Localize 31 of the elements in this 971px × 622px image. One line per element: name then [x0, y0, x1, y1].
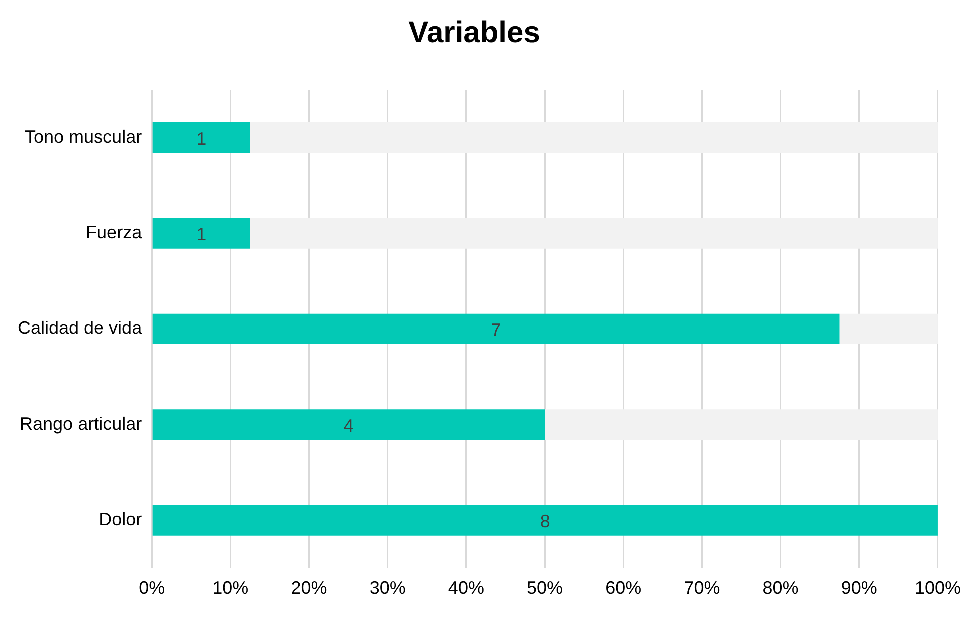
x-tick-label: 40%: [448, 578, 484, 598]
bar: [152, 218, 250, 249]
x-tick-label: 0%: [139, 578, 166, 598]
x-tick-label: 20%: [291, 578, 328, 598]
bar: [152, 314, 840, 345]
annotation: 1: [196, 224, 207, 244]
y-tick-label: Dolor: [99, 510, 142, 530]
x-tick-label: 10%: [212, 578, 249, 598]
bar: [152, 410, 546, 440]
x-tick-label: 60%: [606, 578, 642, 598]
x-tick-label: 100%: [914, 578, 962, 598]
bar: [545, 410, 938, 440]
chart-title: Variables: [408, 16, 540, 50]
annotation: 7: [491, 320, 502, 340]
annotation: 1: [196, 128, 207, 149]
x-tick-label: 70%: [684, 578, 720, 598]
bar: [152, 505, 938, 536]
x-tick-label: 80%: [762, 578, 799, 598]
y-tick-label: Calidad de vida: [18, 318, 144, 338]
bar: [250, 122, 938, 154]
y-tick-label: Tono muscular: [25, 126, 142, 147]
annotation: 8: [540, 512, 550, 532]
y-tick-label: Rango articular: [20, 414, 142, 434]
bar: [152, 122, 250, 154]
bar: [840, 314, 938, 345]
x-tick-label: 90%: [841, 578, 878, 598]
y-tick-label: Fuerza: [86, 222, 144, 242]
x-tick-label: 50%: [527, 578, 564, 598]
bar: [250, 218, 938, 249]
annotation: 4: [344, 416, 354, 436]
x-tick-label: 30%: [370, 578, 406, 598]
